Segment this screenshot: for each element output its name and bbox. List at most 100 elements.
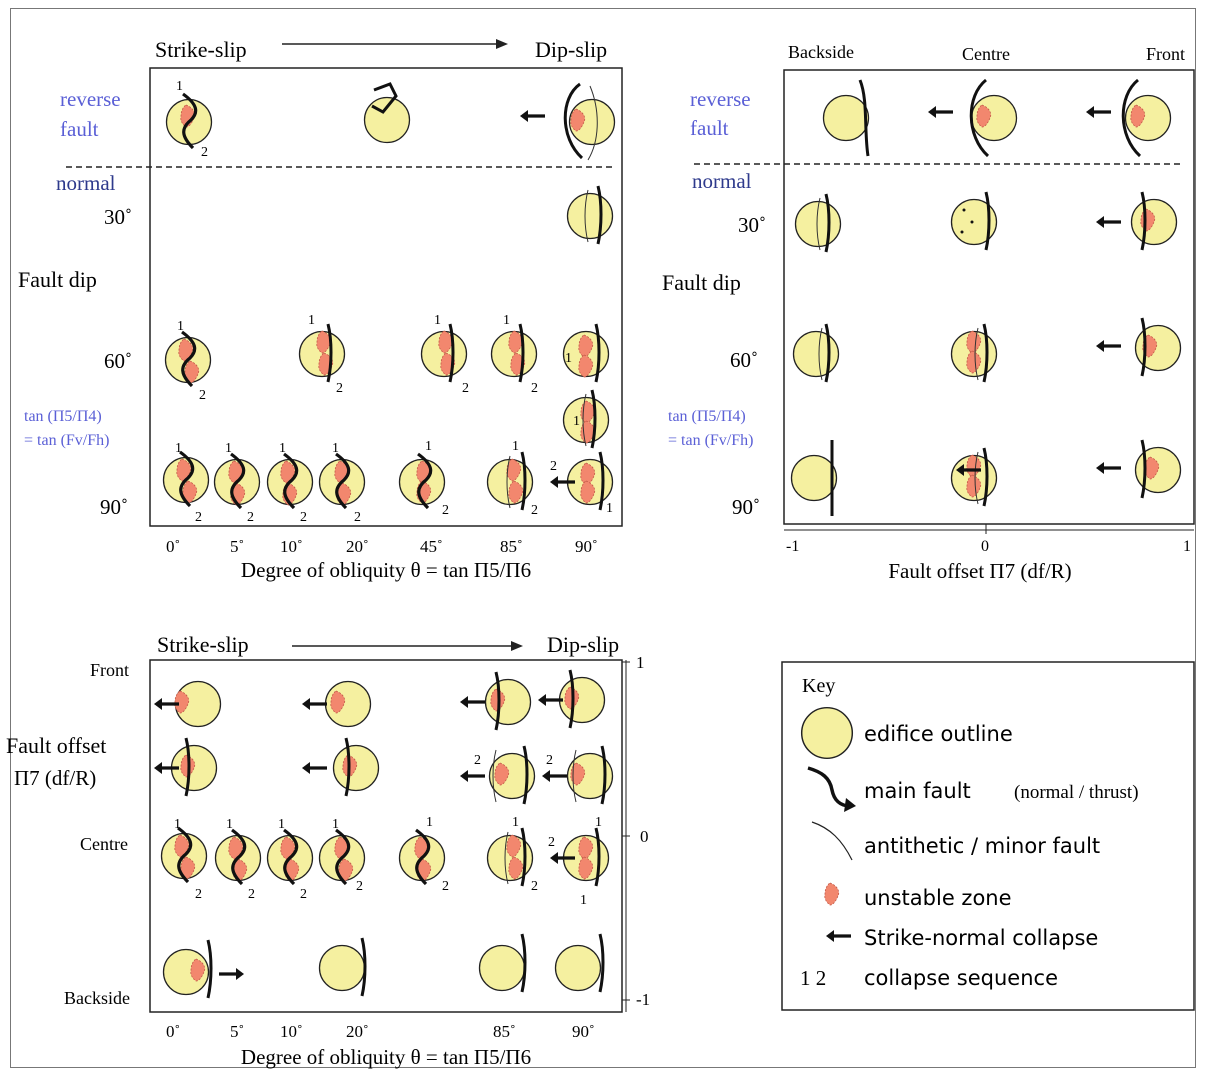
svg-text:1: 1: [174, 817, 181, 832]
svg-text:1: 1: [226, 817, 233, 832]
panel-b-x-label: Fault offset Π7 (df/R): [888, 559, 1071, 583]
panel-b-centre: Centre: [962, 44, 1010, 64]
panel-c-front: Front: [90, 660, 129, 680]
edifice: [478, 932, 527, 994]
svg-text:2: 2: [195, 887, 202, 902]
panel-b-dip-30: 30˚: [738, 213, 766, 237]
edifice: [792, 322, 840, 384]
edifice: 2 1 1: [548, 815, 610, 908]
edifice: 12: [213, 441, 261, 525]
panel-a-x-ticks: 0˚ 5˚ 10˚ 20˚ 45˚ 85˚ 90˚: [166, 537, 598, 556]
svg-text:2: 2: [531, 879, 538, 894]
edifice: 12: [214, 817, 262, 902]
panel-a-tan-1: tan (Π5/Π4): [24, 408, 102, 425]
edifice: [790, 440, 838, 516]
edifice: [554, 932, 605, 994]
edifice: [458, 670, 532, 732]
svg-text:1: 1: [595, 815, 602, 830]
svg-text:1: 1: [573, 414, 580, 429]
svg-text:1: 1: [308, 313, 315, 328]
panel-a-header-dip-slip: Dip-slip: [535, 37, 607, 62]
panel-c-fault-offset: Fault offset: [6, 733, 106, 758]
panel-c-tick-0deg: 0˚: [166, 1022, 180, 1041]
panel-c-backside: Backside: [64, 988, 130, 1008]
svg-text:1: 1: [332, 817, 339, 832]
svg-text:2: 2: [474, 753, 481, 768]
panel-b-tan-2: = tan (Fv/Fh): [668, 432, 753, 449]
edifice: 12: [162, 441, 210, 525]
edifice: 1: [562, 388, 610, 450]
edifice: 21: [548, 450, 614, 516]
panel-b-tan-1: tan (Π5/Π4): [668, 408, 746, 425]
key-main-fault-sub: (normal / thrust): [1014, 782, 1139, 803]
panel-a-border: [149, 67, 623, 527]
key-unstable-symbol: [824, 882, 840, 906]
panel-b: Backside Centre Front reverse fault norm…: [662, 42, 1195, 583]
panel-a-tan-2: = tan (Fv/Fh): [24, 432, 109, 449]
panel-c-header-strike-slip: Strike-slip: [157, 632, 249, 657]
panel-c-tick-20deg: 20˚: [346, 1022, 369, 1041]
edifice: [300, 680, 372, 728]
svg-text:2: 2: [548, 835, 555, 850]
svg-text:1: 1: [503, 313, 510, 328]
edifice: 12: [298, 313, 346, 396]
panel-b-tick-0: 0: [981, 538, 989, 555]
edifice: [152, 736, 218, 798]
key-antithetic-symbol: [811, 821, 853, 861]
edifice: 12: [486, 815, 538, 894]
panel-b-dip-90: 90˚: [732, 495, 760, 519]
key-sequence-label: collapse sequence: [864, 966, 1058, 990]
edifice: [1084, 78, 1172, 158]
panel-a-tick-85: 85˚: [500, 537, 523, 556]
panel-c-x-label: Degree of obliquity θ = tan Π5/Π6: [241, 1045, 531, 1069]
edifice: [162, 938, 246, 1000]
panel-c-pi7: Π7 (df/R): [14, 766, 96, 790]
edifice: [518, 82, 616, 161]
panel-a-tick-20: 20˚: [346, 537, 369, 556]
svg-text:1: 1: [434, 313, 441, 328]
panel-a-fault-dip: Fault dip: [18, 267, 97, 292]
key-edifice-label: edifice outline: [864, 722, 1013, 746]
edifice: 12: [266, 441, 314, 525]
edifice: 12: [266, 817, 314, 902]
svg-text:2: 2: [546, 753, 553, 768]
svg-text:1: 1: [606, 501, 613, 516]
panel-c: Strike-slip Dip-slip Front Fault offset …: [6, 632, 650, 1069]
svg-text:2: 2: [201, 145, 208, 160]
key-border: [781, 661, 1195, 1011]
panel-b-dip-60: 60˚: [730, 348, 758, 372]
svg-text:2: 2: [531, 503, 538, 518]
panel-c-centre: Centre: [80, 834, 128, 854]
svg-text:1: 1: [565, 351, 572, 366]
svg-text:2: 2: [354, 510, 361, 525]
edifice: 12: [160, 817, 208, 902]
edifice: 12: [490, 313, 538, 396]
key-unstable-label: unstable zone: [864, 886, 1012, 910]
panel-c-x-ticks: 0˚ 5˚ 10˚ 20˚ 85˚ 90˚: [166, 1022, 595, 1041]
panel-c-header-arrowhead: [511, 641, 523, 651]
edifice: 12: [318, 441, 366, 525]
edifice: [318, 936, 367, 998]
panel-a-x-label: Degree of obliquity θ = tan Π5/Π6: [241, 558, 531, 582]
svg-text:1: 1: [512, 815, 519, 830]
key-collapse-arrow: [824, 928, 853, 944]
svg-text:1: 1: [175, 441, 182, 456]
key-collapse-label: Strike-normal collapse: [864, 926, 1098, 950]
edifice: [566, 184, 614, 246]
edifice: [1094, 438, 1182, 500]
svg-text:1: 1: [426, 815, 433, 830]
key-main-fault-symbol: [807, 766, 851, 808]
svg-text:2: 2: [336, 381, 343, 396]
svg-text:2: 2: [199, 388, 206, 403]
svg-text:1: 1: [176, 79, 183, 94]
edifice: 2: [458, 744, 536, 806]
key-main-fault-label: main fault: [864, 779, 971, 803]
panel-a-header-arrowhead: [496, 39, 508, 49]
edifice: 12: [398, 439, 449, 518]
svg-text:1: 1: [278, 817, 285, 832]
key-antithetic-label: antithetic / minor fault: [864, 834, 1100, 858]
edifice: 12: [164, 319, 212, 403]
edifice: [536, 668, 606, 730]
svg-text:1: 1: [425, 439, 432, 454]
edifice: 12: [318, 817, 366, 894]
